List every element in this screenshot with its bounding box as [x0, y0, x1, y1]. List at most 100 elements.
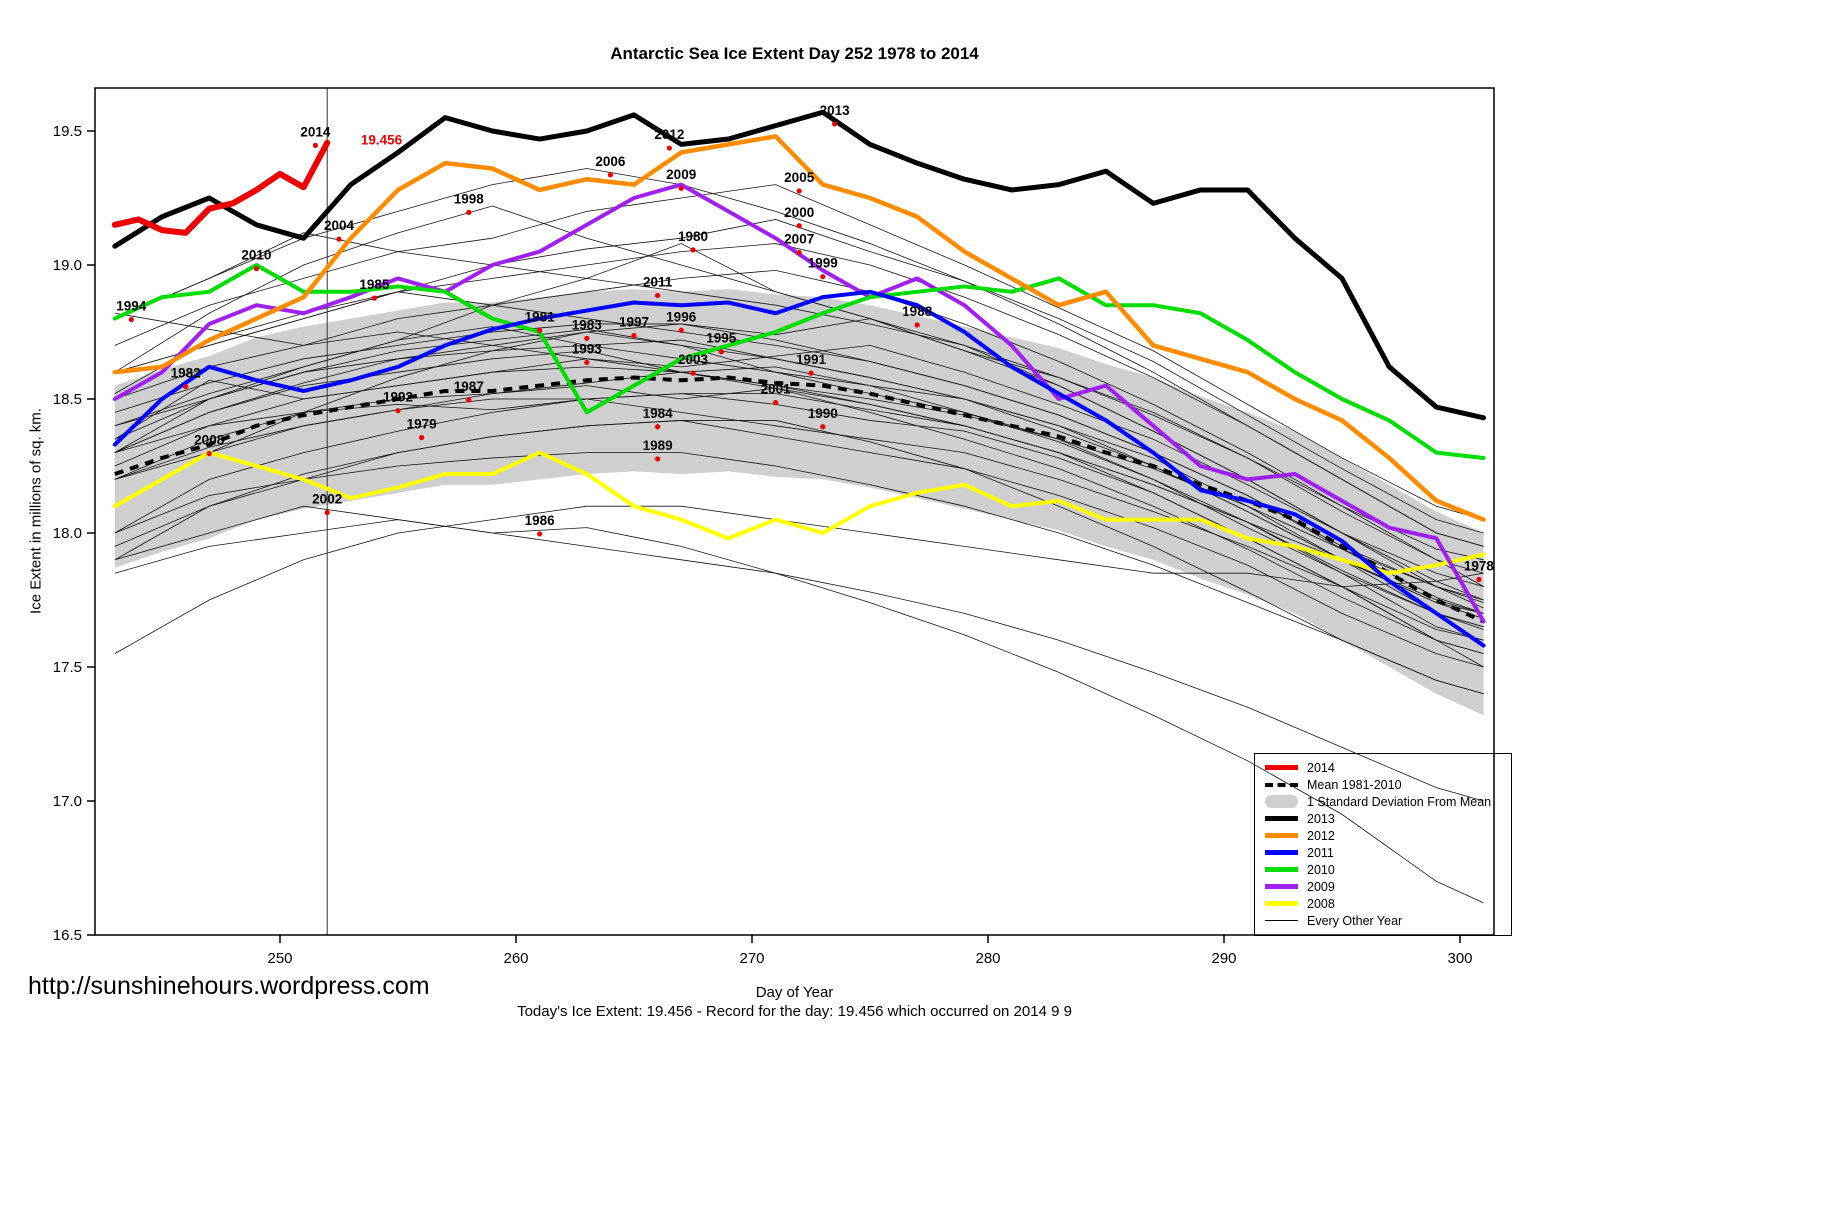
y-tick-label: 19.5: [53, 123, 82, 140]
x-tick-label: 260: [503, 950, 528, 967]
year-label-text: 1991: [796, 352, 827, 367]
legend-swatch-2010: [1265, 867, 1298, 872]
year-label-text: 2003: [678, 352, 709, 367]
legend-swatch-2012: [1265, 833, 1298, 838]
year-label-1984: 1984: [643, 406, 673, 430]
label-marker-dot: [914, 322, 920, 328]
label-marker-dot: [584, 335, 590, 341]
chart-title: Antarctic Sea Ice Extent Day 252 1978 to…: [610, 44, 979, 63]
label-marker-dot: [796, 249, 802, 256]
year-line-1997: [114, 328, 1484, 620]
year-label-2008: 2008: [194, 433, 225, 457]
year-label-2000: 2000: [784, 205, 814, 229]
year-label-text: 1995: [706, 331, 737, 346]
label-marker-dot: [690, 247, 696, 253]
year-line-2007: [114, 243, 1484, 547]
legend-item-2013: 2013: [1255, 810, 1511, 827]
year-label-text: 1978: [1464, 559, 1495, 574]
year-label-text: 1997: [619, 315, 649, 330]
year-label-1985: 1985: [359, 277, 390, 301]
year-line-1984: [114, 420, 1484, 668]
year-label-2014: 2014: [300, 124, 331, 148]
y-axis-label: Ice Extent in millions of sq. km.: [27, 408, 45, 614]
series-line-2014: [111, 139, 331, 236]
label-marker-dot: [419, 434, 425, 441]
year-label-1997: 1997: [619, 315, 649, 339]
legend-item-mean: Mean 1981-2010: [1255, 776, 1511, 793]
label-marker-dot: [466, 209, 472, 215]
legend-label: 2012: [1307, 828, 1335, 843]
year-label-1999: 1999: [808, 256, 838, 280]
label-marker-dot: [466, 397, 472, 403]
label-marker-dot: [718, 349, 724, 355]
year-label-2009: 2009: [666, 167, 696, 191]
label-marker-dot: [773, 400, 779, 406]
year-label-text: 2004: [324, 218, 355, 233]
year-label-text: 2009: [666, 167, 696, 182]
legend-swatch-mean: [1265, 782, 1298, 787]
year-label-text: 1986: [525, 513, 556, 528]
year-label-2003: 2003: [678, 352, 709, 376]
year-label-2013: 2013: [820, 103, 850, 127]
year-label-1994: 1994: [116, 299, 147, 323]
year-line-1994: [114, 312, 1484, 654]
legend-label: 2009: [1307, 879, 1335, 894]
legend-label: Every Other Year: [1307, 913, 1403, 928]
year-label-1980: 1980: [678, 229, 708, 253]
label-marker-dot: [312, 142, 318, 148]
label-marker-dot: [128, 316, 134, 323]
year-line-1989: [114, 452, 1484, 695]
legend-label: Mean 1981-2010: [1307, 777, 1402, 792]
label-marker-dot: [631, 333, 637, 339]
label-marker-dot: [678, 185, 684, 191]
year-label-text: 1993: [572, 341, 603, 356]
label-marker-dot: [820, 424, 826, 430]
year-line-1981: [114, 326, 1484, 614]
series-line-2012: [112, 134, 1486, 522]
label-marker-dot: [607, 172, 614, 178]
y-tick-label: 16.5: [53, 927, 82, 944]
legend-item-every-other-year: Every Other Year: [1255, 912, 1511, 929]
x-tick-label: 300: [1447, 950, 1472, 967]
year-label-text: 2002: [312, 492, 342, 507]
year-label-1989: 1989: [643, 438, 673, 462]
legend-item-stddev: 1 Standard Deviation From Mean: [1255, 793, 1511, 810]
year-line-1985: [114, 291, 1484, 604]
x-tick-label: 290: [1211, 950, 1236, 967]
label-marker-dot: [678, 327, 684, 333]
year-label-text: 2007: [784, 232, 814, 247]
legend-swatch-2014: [1265, 765, 1298, 770]
year-label-2002: 2002: [312, 492, 342, 516]
legend-label: 1 Standard Deviation From Mean: [1307, 794, 1492, 809]
year-label-2012: 2012: [654, 127, 684, 151]
legend-item-2014: 2014: [1255, 759, 1511, 776]
label-marker-dot: [537, 531, 543, 537]
label-marker-dot: [808, 370, 814, 376]
year-label-text: 2010: [241, 248, 271, 263]
x-tick-label: 270: [739, 950, 764, 967]
year-label-19.456: 19.456: [361, 132, 403, 147]
y-tick-label: 19.0: [53, 257, 82, 274]
legend-swatch-2011: [1265, 850, 1298, 855]
y-tick-label: 18.0: [53, 525, 82, 542]
year-line-1978: [114, 505, 1484, 654]
label-marker-dot: [820, 274, 826, 280]
status-note: Today's Ice Extent: 19.456 - Record for …: [517, 1003, 1072, 1020]
year-label-2007: 2007: [784, 232, 814, 256]
year-label-text: 1985: [359, 277, 390, 292]
year-label-1981: 1981: [525, 309, 556, 333]
x-axis-label: Day of Year: [755, 984, 834, 1001]
legend-swatch-2009: [1265, 884, 1298, 889]
year-label-text: 1981: [525, 309, 556, 324]
label-marker-dot: [324, 509, 330, 516]
label-marker-dot: [183, 383, 189, 390]
year-label-text: 1990: [808, 406, 838, 421]
x-tick-label: 250: [267, 950, 292, 967]
label-marker-dot: [655, 292, 661, 299]
legend-label: 2013: [1307, 811, 1335, 826]
year-label-1987: 1987: [454, 379, 484, 403]
legend-item-2012: 2012: [1255, 827, 1511, 844]
year-line-1999: [114, 269, 1484, 574]
year-line-1983: [114, 331, 1484, 641]
